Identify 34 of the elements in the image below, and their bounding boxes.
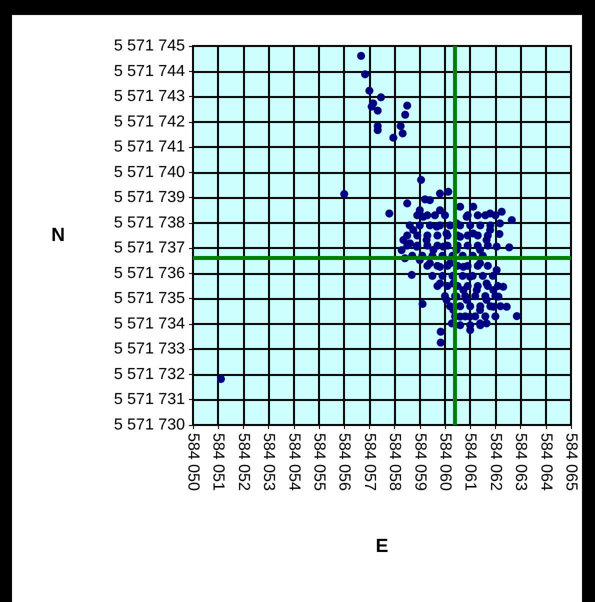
- y-tick-label: 5 571 732: [114, 366, 186, 383]
- x-tick-label: 584 055: [310, 433, 328, 491]
- x-tick-label: 584 062: [486, 433, 504, 491]
- x-axis-title: E: [376, 536, 388, 557]
- y-tick-label: 5 571 733: [114, 340, 186, 358]
- y-tick-label: 5 571 743: [114, 88, 186, 106]
- y-tick-label: 5 571 730: [114, 416, 186, 434]
- y-tick-label: 5 571 741: [114, 138, 186, 156]
- y-tick-label: 5 571 738: [114, 214, 186, 232]
- y-tick-label: 5 571 731: [114, 391, 186, 408]
- y-tick-label: 5 571 744: [114, 62, 186, 80]
- x-tick-label: 584 063: [512, 433, 530, 491]
- x-tick-label: 584 058: [386, 433, 404, 491]
- y-tick-label: 5 571 742: [114, 113, 186, 130]
- x-tick-label: 584 064: [537, 433, 554, 491]
- x-tick-label: 584 056: [336, 433, 353, 491]
- y-axis-title: N: [51, 225, 65, 246]
- y-tick-label: 5 571 739: [114, 189, 186, 206]
- x-tick-label: 584 052: [234, 433, 252, 491]
- y-tick-label: 5 571 740: [114, 164, 186, 181]
- y-tick-label: 5 571 737: [114, 240, 186, 257]
- x-tick-label: 584 051: [210, 433, 227, 491]
- y-tick-label: 5 571 734: [114, 315, 186, 332]
- y-tick-label: 5 571 745: [114, 38, 186, 54]
- y-tick-label: 5 571 735: [114, 290, 186, 308]
- x-tick-label: 584 050: [184, 433, 202, 491]
- x-tick-label: 584 060: [436, 433, 454, 491]
- x-tick-label: 584 053: [260, 433, 278, 491]
- x-tick-label: 584 054: [285, 433, 302, 491]
- y-tick-label: 5 571 736: [114, 264, 186, 282]
- x-tick-label: 584 065: [562, 433, 580, 491]
- x-tick-label: 584 061: [462, 433, 479, 491]
- x-tick-label: 584 057: [360, 433, 378, 491]
- x-tick-label: 584 059: [411, 433, 428, 491]
